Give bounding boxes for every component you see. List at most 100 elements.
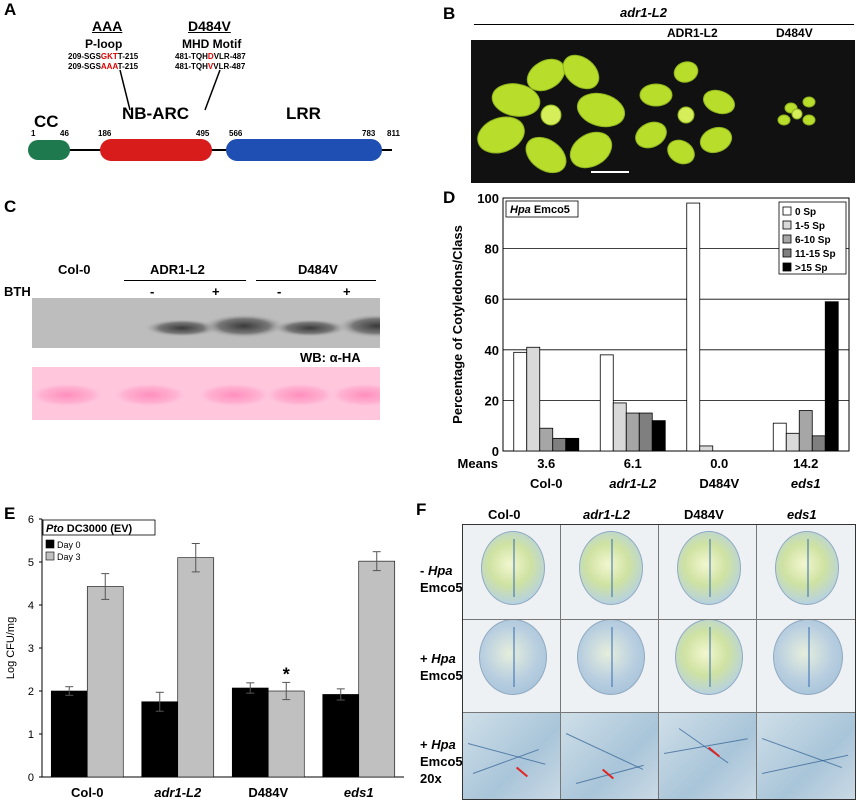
- zoom-col0: [463, 713, 560, 799]
- pos-186: 186: [98, 129, 112, 138]
- f-row1-label: - Hpa Emco5: [420, 563, 463, 595]
- bar: [141, 701, 179, 778]
- title-box: [505, 200, 579, 218]
- bar: [50, 690, 88, 778]
- label-adr1-l2: ADR1-L2: [667, 26, 718, 40]
- category-label: D484V: [248, 785, 288, 800]
- bar: [599, 354, 614, 452]
- pos-46: 46: [60, 129, 69, 138]
- adr1-rule: [124, 280, 246, 281]
- panel-letter-a: A: [4, 0, 17, 19]
- bth-plus-2: +: [343, 284, 351, 299]
- wb-label: WB: α-HA: [300, 350, 361, 365]
- bar: [513, 351, 528, 452]
- mean-value: 14.2: [793, 456, 818, 471]
- category-label: eds1: [344, 785, 374, 800]
- nbarc-label: NB-ARC: [122, 104, 190, 123]
- legend-label: Day 3: [57, 552, 81, 562]
- title-box: [42, 519, 156, 536]
- leaf-col0-mock: [481, 531, 545, 605]
- nbarc-domain: [100, 139, 212, 161]
- legend-swatch: [782, 262, 792, 272]
- staining-grid: [462, 524, 856, 800]
- d484v-rule: [256, 280, 376, 281]
- leaf-d484v-mock: [677, 531, 741, 605]
- haustoria-arrow: [707, 746, 721, 758]
- significance-star: *: [283, 664, 290, 684]
- bar: [798, 410, 813, 452]
- band-adr1-minus: [144, 319, 220, 337]
- y-tick-label: 4: [28, 600, 34, 612]
- lrr-domain: [226, 139, 382, 161]
- adr1-header: adr1-L2: [620, 5, 667, 20]
- panel-letter-e: E: [4, 504, 16, 523]
- bar: [638, 412, 653, 452]
- ploop-label: P-loop: [85, 37, 123, 51]
- ploop-seq-mut: 209-SGSAAAT-215: [68, 62, 139, 71]
- pos-811: 811: [387, 129, 400, 138]
- legend-swatch: [782, 234, 792, 244]
- bth-minus-2: -: [277, 284, 282, 299]
- band-adr1-plus: [202, 314, 286, 338]
- chart-title: Pto DC3000 (EV): [42, 519, 156, 536]
- band-d484v-minus: [272, 319, 348, 337]
- pos-495: 495: [196, 129, 210, 138]
- legend-swatch: [45, 551, 55, 561]
- category-label: Col-0: [530, 476, 563, 491]
- legend: 0 Sp 1-5 Sp 6-10 Sp 11-15 Sp >15 Sp: [778, 201, 847, 275]
- f-col-d484v: D484V: [684, 507, 724, 522]
- mhd-seq-wt: 481-TQHDVLR-487: [175, 52, 246, 61]
- leaf-eds1-hpa: [773, 619, 843, 695]
- y-tick-label: 80: [485, 242, 499, 257]
- cc-label: CC: [34, 112, 59, 131]
- bth-label: BTH: [4, 284, 31, 299]
- leaf-d484v-hpa: [675, 619, 743, 695]
- y-tick-label: 100: [477, 191, 499, 206]
- pos-1: 1: [31, 129, 36, 138]
- category-label: adr1-L2: [154, 785, 202, 800]
- header-rule: [474, 24, 854, 25]
- zoom-adr1: [561, 713, 658, 799]
- y-axis-label: Percentage of Cotyledons/Class: [450, 225, 465, 424]
- leaf-eds1-mock: [775, 531, 839, 605]
- y-tick-label: 3: [28, 643, 34, 655]
- pos-783: 783: [362, 129, 376, 138]
- spore-class-chart: 0 20 40 60 80 100 Percentage of Cotyledons/Cla…: [450, 191, 850, 491]
- legend-label: 1-5 Sp: [795, 221, 825, 232]
- f-row3-label: + Hpa Emco5 20x: [420, 737, 463, 786]
- category-label: D484V: [699, 476, 739, 491]
- panel-letter-c: C: [4, 197, 17, 216]
- bar: [552, 437, 567, 452]
- bar: [772, 422, 787, 452]
- bar: [526, 346, 541, 452]
- panel-letter-f: F: [416, 500, 427, 519]
- legend-label: 11-15 Sp: [795, 249, 836, 260]
- f-col-adr1: adr1-L2: [583, 507, 630, 522]
- ponceau-stain: [32, 367, 380, 420]
- y-tick-label: 6: [28, 514, 34, 526]
- y-tick-label: 60: [485, 292, 499, 307]
- bar: [565, 437, 580, 452]
- haustoria-arrow: [515, 766, 529, 778]
- chart-title: Hpa Emco5: [505, 200, 579, 218]
- bar: [824, 301, 839, 452]
- bth-plus-1: +: [212, 284, 220, 299]
- chart-title-text: Pto DC3000 (EV): [46, 523, 133, 535]
- y-tick-label: 5: [28, 557, 34, 569]
- lane-d484v: D484V: [298, 262, 338, 277]
- legend-swatch: [782, 248, 792, 258]
- y-tick-label: 0: [28, 772, 34, 784]
- legend-label: 0 Sp: [795, 207, 816, 218]
- rosette-adr1-l2: [635, 61, 735, 165]
- mhd-seq-mut: 481-TQHVVLR-487: [175, 62, 246, 71]
- f-col-eds1: eds1: [787, 507, 817, 522]
- panel-letter-b: B: [443, 4, 456, 23]
- rosette-wt: [477, 54, 626, 174]
- bar: [811, 435, 826, 452]
- means-label: Means: [458, 456, 498, 471]
- bth-minus-1: -: [150, 284, 155, 299]
- label-d484v: D484V: [776, 26, 813, 40]
- bar: [539, 427, 554, 452]
- aaa-label: AAA: [92, 18, 123, 34]
